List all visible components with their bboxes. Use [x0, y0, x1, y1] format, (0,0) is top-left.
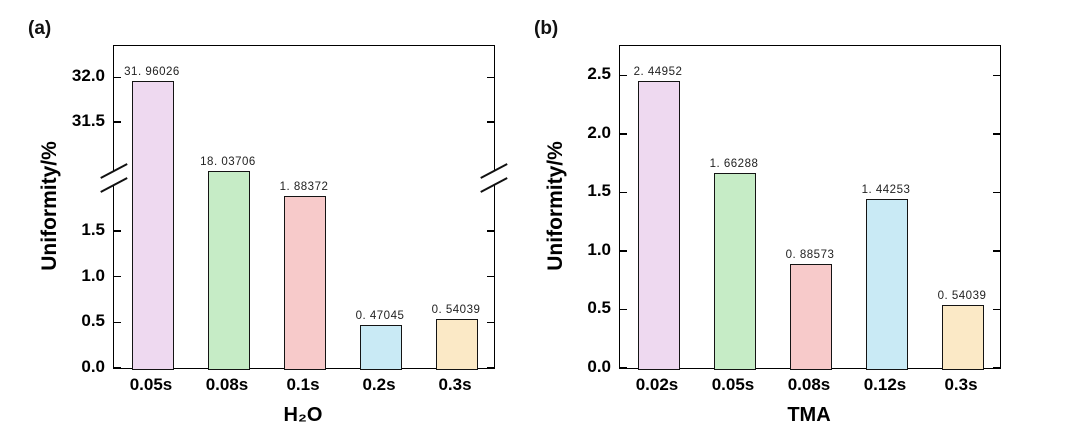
y-tick-label: 2.0 [587, 122, 611, 142]
x-tick-label: 0.05s [711, 375, 755, 394]
y-tick-label: 0.0 [587, 357, 611, 376]
axis-break-mark [100, 163, 128, 193]
y-tick-label: 1.5 [81, 219, 105, 239]
y-tick-mark [114, 367, 121, 369]
y-tick-mark [620, 191, 627, 194]
bar-value-label: 1. 88372 [279, 180, 329, 193]
x-tick-label: 0.02s [635, 375, 679, 394]
y-tick-label: 1.0 [81, 265, 105, 285]
y-tick-mark [114, 76, 121, 78]
bar [714, 173, 756, 370]
axis-break-mark [480, 163, 508, 193]
y-tick-label: 31.5 [71, 110, 105, 130]
axis-break-line [100, 163, 128, 180]
bar [284, 195, 326, 370]
bar-value-label: 0. 54039 [937, 289, 987, 302]
y-tick-mark [487, 367, 494, 369]
y-tick-mark [114, 230, 121, 232]
panel-a: (a) Uniformity/% 31. 96026 18. 03706 1. 88… [28, 18, 518, 428]
bar-value-label: 0. 47045 [355, 309, 405, 322]
y-tick-label: 1.0 [587, 239, 611, 259]
y-tick-label: 32.0 [71, 66, 105, 86]
x-tick-label: 0.3s [944, 375, 978, 394]
bar-value-label: 0. 88573 [785, 249, 835, 262]
bar [132, 80, 174, 370]
plot-area-a: 31. 96026 18. 03706 1. 88372 0. 47045 0. 540… [100, 45, 508, 370]
bar [208, 171, 250, 370]
x-tick-label: 0.05s [129, 375, 173, 394]
y-tick-mark [487, 275, 494, 278]
bar-value-label: 0. 54039 [431, 303, 481, 316]
y-tick-mark [487, 230, 494, 232]
bar [942, 304, 984, 370]
y-tick-label: 1.5 [587, 181, 611, 201]
x-tick-label: 0.1s [286, 375, 320, 394]
bar [436, 318, 478, 370]
y-tick-mark [487, 321, 494, 323]
bar [360, 324, 402, 370]
y-tick-mark [993, 250, 1000, 252]
y-tick-mark [620, 367, 627, 369]
y-tick-mark [620, 133, 627, 135]
bar-value-label: 1. 66288 [709, 158, 759, 171]
axis-break-line [480, 163, 508, 180]
y-tick-mark [993, 191, 1000, 194]
x-axis-title-b: TMA [787, 404, 831, 426]
y-tick-mark [620, 308, 627, 311]
y-tick-mark [993, 367, 1000, 369]
x-tick-label: 0.12s [863, 375, 907, 394]
axis-break-line [480, 176, 508, 193]
y-tick-mark [487, 76, 494, 78]
y-tick-label: 2.5 [587, 64, 611, 84]
bar [866, 199, 908, 370]
panel-b: (b) Uniformity/% 2. 44952 1. 66288 0. 8857… [534, 18, 1024, 428]
x-tick-label: 0.08s [787, 375, 831, 394]
y-tick-label: 0.5 [81, 311, 105, 331]
bar-value-label: 2. 44952 [633, 66, 683, 79]
panel-label-a: (a) [28, 18, 52, 39]
y-tick-mark [993, 74, 1000, 77]
bar [790, 264, 832, 370]
bar-value-label: 1. 44253 [861, 184, 911, 197]
bar [638, 81, 680, 370]
x-axis-title-a: H₂O [283, 404, 323, 426]
y-tick-mark [620, 250, 627, 252]
y-tick-mark [993, 308, 1000, 311]
y-tick-mark [993, 133, 1000, 135]
x-tick-label: 0.2s [362, 375, 396, 394]
y-tick-mark [620, 74, 627, 77]
y-tick-mark [114, 275, 121, 278]
y-tick-mark [114, 121, 121, 123]
bar-value-label: 18. 03706 [200, 156, 256, 168]
x-tick-label: 0.3s [438, 375, 472, 394]
y-axis-title-a: Uniformity/% [38, 141, 61, 271]
panel-label-b: (b) [534, 18, 559, 39]
y-tick-mark [487, 121, 494, 123]
bar-value-label: 31. 96026 [124, 65, 180, 78]
axis-break-line [100, 176, 128, 193]
y-tick-mark [114, 321, 121, 323]
x-tick-label: 0.08s [205, 375, 249, 394]
y-tick-label: 0.0 [81, 357, 105, 376]
plot-area-b: 2. 44952 1. 66288 0. 88573 1. 44253 0. 54039 [619, 45, 1001, 370]
y-tick-label: 0.5 [587, 298, 611, 318]
